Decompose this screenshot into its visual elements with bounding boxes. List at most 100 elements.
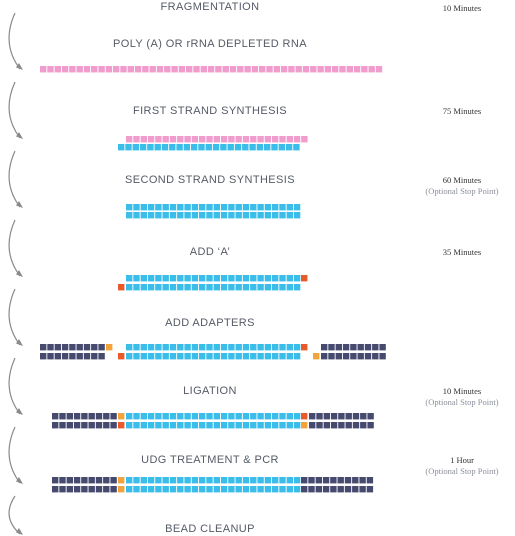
adapter-right-cell (338, 413, 345, 420)
adapter-left-cell (81, 413, 88, 420)
cdna-strand-cell (256, 144, 264, 151)
cdna-strand-cell (213, 486, 220, 493)
cdna-strand-cell (177, 413, 184, 420)
cdna-strand-cell (272, 486, 279, 493)
cdna-strand-cell (293, 344, 301, 351)
adapter-right-cell (364, 353, 372, 360)
rna-strand-cell (302, 66, 310, 73)
cdna-strand-cell (199, 344, 206, 351)
a-overhang (118, 353, 125, 360)
cdna-strand-cell (169, 422, 177, 429)
cdna-strand-cell (126, 422, 133, 429)
cdna-strand-cell (169, 353, 177, 360)
step-title-add-a: ADD ‘A’ (189, 246, 231, 258)
cdna-strand-cell (257, 413, 264, 420)
cdna-strand-cell (257, 204, 264, 211)
note-udg-pcr: (Optional Stop Point) (425, 466, 499, 476)
cdna-strand-cell (177, 212, 184, 219)
cdna-strand-cell (235, 353, 242, 360)
rna-strand-cell (76, 66, 83, 73)
cdna-strand-cell (228, 212, 235, 219)
cdna-strand-cell (169, 204, 177, 211)
cdna-strand-cell (198, 144, 205, 151)
adapter-left (40, 344, 105, 351)
cdna-strand-cell (293, 422, 301, 429)
rna-strand-cell (207, 66, 215, 73)
cdna-strand-cell (125, 144, 132, 151)
rna-strand-cell (237, 66, 244, 73)
rna-strand-cell (91, 66, 98, 73)
cdna-strand-cell (250, 204, 257, 211)
adapter-left-cell (40, 344, 47, 351)
cdna-strand-cell (155, 212, 162, 219)
adapter-left-cell (59, 413, 66, 420)
adapter-left-cell (103, 486, 110, 493)
cdna-strand-cell (132, 144, 139, 151)
rna-strand-cell (310, 66, 317, 73)
rna-strand (40, 66, 383, 73)
cdna-strand-cell (184, 344, 191, 351)
adapter-left-cell (91, 353, 98, 360)
cdna-strand-cell (206, 344, 213, 351)
rna-strand-cell (222, 66, 229, 73)
cdna-strand-cell (228, 344, 235, 351)
cdna-strand-cell (191, 413, 199, 420)
adapter-left-cell (47, 344, 54, 351)
cdna-strand-cell (147, 477, 155, 484)
step-title-fragmentation: FRAGMENTATION (160, 1, 260, 13)
rna-strand-cell (133, 136, 140, 143)
adapter-right-cell (352, 477, 359, 484)
cdna-strand-cell (155, 284, 162, 291)
adapter-left-cell (76, 344, 83, 351)
adapter-left-cell (54, 344, 61, 351)
rna-strand-cell (149, 66, 156, 73)
cdna-strand-cell (184, 477, 191, 484)
cdna-strand-cell (199, 413, 206, 420)
note-ligation: (Optional Stop Point) (425, 397, 499, 407)
adapter-left (52, 422, 117, 429)
adapter-left (52, 477, 117, 484)
cdna-strand-cell (139, 144, 147, 151)
adapter-right-cell (335, 344, 342, 351)
rna-strand-cell (164, 66, 171, 73)
cdna-strand-cell (184, 275, 191, 282)
cdna-strand-cell (162, 344, 169, 351)
adapter-left-cell (52, 422, 59, 429)
adapter-left-cell (95, 422, 103, 429)
adapter-right-cell (308, 486, 315, 493)
cdna-strand-cell (206, 212, 213, 219)
cdna-strand-cell (162, 275, 169, 282)
adapter-left-cell (83, 353, 91, 360)
cdna-strand-cell (279, 486, 286, 493)
rna-strand-cell (47, 66, 54, 73)
cdna-strand-cell (242, 144, 249, 151)
rna-strand-cell (346, 66, 353, 73)
time-ligation: 10 Minutes (Optional Stop Point) (412, 386, 512, 408)
cdna-strand-cell (147, 204, 155, 211)
cdna-strand-cell (293, 477, 301, 484)
rna-strand-cell (147, 136, 155, 143)
cdna-strand (118, 144, 300, 151)
adapter-right-cell (309, 422, 316, 429)
cdna-strand (126, 486, 301, 493)
cdna-strand-cell (228, 477, 235, 484)
cdna-strand-cell (199, 422, 206, 429)
adapter-left-cell (95, 486, 103, 493)
cdna-strand-cell (176, 144, 183, 151)
cdna-strand (126, 477, 301, 484)
rna-strand-cell (193, 66, 200, 73)
cdna-strand-cell (264, 144, 271, 151)
rna-strand-cell (61, 66, 69, 73)
cdna-strand-cell (126, 204, 133, 211)
cdna-strand-cell (213, 353, 220, 360)
rna-strand-cell (251, 66, 259, 73)
cdna-strand-cell (279, 344, 286, 351)
cdna-strand-cell (206, 486, 213, 493)
rna-strand-cell (259, 66, 266, 73)
cdna-strand-cell (257, 422, 264, 429)
rna-strand (126, 136, 308, 143)
adapter-right-cell (350, 353, 357, 360)
adapter-right-cell (316, 422, 323, 429)
adapter-left-cell (69, 353, 76, 360)
